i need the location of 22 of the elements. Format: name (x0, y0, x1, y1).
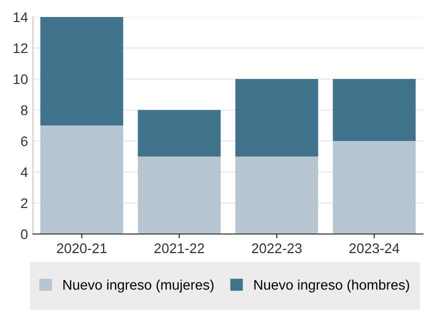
bar (235, 79, 318, 156)
y-tick-label: 2 (21, 198, 28, 208)
bar (138, 110, 221, 156)
y-tick-label: 12 (14, 43, 28, 54)
bar (332, 79, 416, 141)
bar (332, 141, 416, 234)
y-tick-label: 8 (21, 105, 28, 116)
x-tick-label: 2021-22 (154, 243, 204, 254)
x-tick-label: 2020-21 (56, 243, 107, 254)
bar (138, 156, 221, 234)
bar (40, 126, 124, 234)
x-tick-label: 2023-24 (349, 243, 400, 254)
y-tick-label: 6 (21, 136, 28, 146)
legend-label: Nuevo ingreso (mujeres) (63, 280, 214, 293)
y-tick-label: 14 (14, 12, 28, 22)
legend-label: Nuevo ingreso (hombres) (254, 280, 410, 293)
y-tick-label: 4 (20, 167, 28, 178)
x-tick-label: 2022-23 (252, 243, 302, 254)
y-tick-label: 10 (14, 74, 28, 84)
bar (235, 156, 318, 234)
bar (40, 17, 124, 126)
y-tick-label: 0 (20, 229, 28, 240)
